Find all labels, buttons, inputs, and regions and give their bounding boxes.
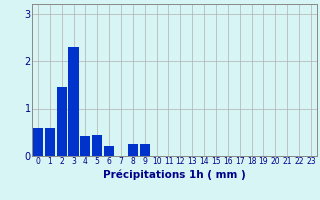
Bar xyxy=(57,87,67,156)
Bar xyxy=(92,135,102,156)
Bar xyxy=(104,146,114,156)
Bar xyxy=(140,144,150,156)
X-axis label: Précipitations 1h ( mm ): Précipitations 1h ( mm ) xyxy=(103,169,246,180)
Bar xyxy=(128,144,138,156)
Bar xyxy=(68,47,79,156)
Bar xyxy=(80,136,91,156)
Bar xyxy=(45,128,55,156)
Bar xyxy=(33,128,43,156)
